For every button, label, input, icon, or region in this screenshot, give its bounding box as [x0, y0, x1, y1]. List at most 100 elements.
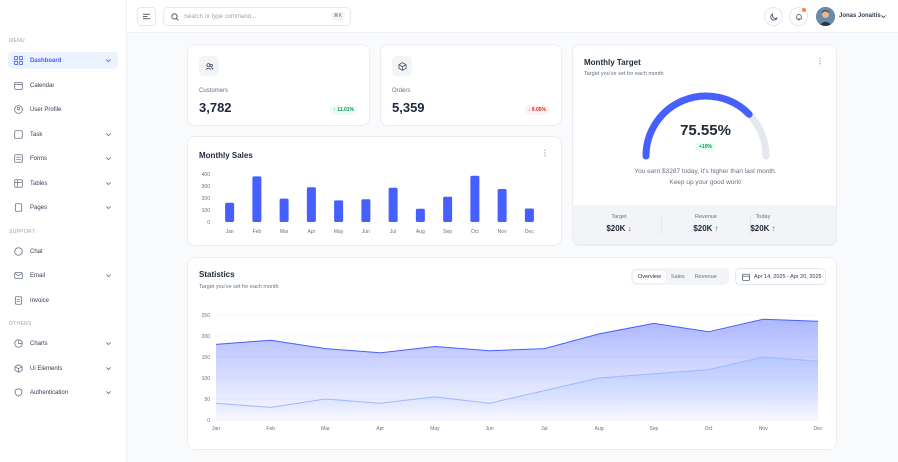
series-area	[216, 357, 818, 420]
x-tick-label: Jul	[390, 229, 396, 235]
x-tick-label: Jan	[226, 229, 234, 235]
sidebar-item-charts[interactable]: Charts	[8, 335, 118, 352]
sidebar-item-label: Authentication	[30, 389, 69, 396]
x-tick-label: Jun	[486, 426, 494, 432]
orders-card: Orders 5,359 ↓ 9.05%	[380, 44, 562, 126]
top-header: ⌘K Jonas Jonaitis	[127, 0, 898, 33]
sidebar-item-tables[interactable]: Tables	[8, 175, 118, 192]
table-icon	[14, 179, 23, 188]
sidebar-toggle-button[interactable]	[137, 7, 156, 26]
y-tick-label: 200	[202, 196, 211, 202]
today-stat: Today $20K ↑	[733, 214, 793, 233]
date-range-picker[interactable]: Apr 14, 2025 - Apr 20, 2025	[735, 268, 826, 285]
sidebar-item-label: Ui Elements	[30, 365, 63, 372]
x-tick-label: Jul	[541, 426, 547, 432]
x-tick-label: Mar	[280, 229, 289, 235]
sidebar-item-label: User Profile	[30, 106, 62, 113]
chevron-down-icon[interactable]	[880, 13, 887, 20]
card-title: Monthly Sales	[199, 151, 253, 160]
monthly-sales-chart: 0 100 200 300 400 Jan Feb Mar Apr May Jun Jul Aug Sep…	[202, 172, 535, 235]
users-icon	[199, 56, 219, 76]
tab-revenue[interactable]: Revenue	[694, 273, 717, 280]
bar	[279, 198, 289, 222]
menu-heading: MENU	[9, 38, 25, 44]
bar	[415, 208, 425, 222]
x-tick-label: Jan	[212, 426, 220, 432]
y-tick-label: 0	[207, 418, 210, 424]
y-tick-label: 250	[202, 313, 211, 319]
chart-icon	[14, 339, 23, 348]
notifications-button[interactable]	[789, 7, 808, 26]
sidebar: MENU Dashboard Calendar User Profile Tas…	[0, 0, 127, 462]
stat-value: $20K	[693, 224, 713, 233]
x-tick-label: Sep	[649, 426, 658, 432]
x-tick-label: May	[430, 426, 440, 432]
x-tick-label: Sep	[443, 229, 452, 235]
cube-icon	[14, 364, 23, 373]
sidebar-item-email[interactable]: Email	[8, 267, 118, 284]
invoice-icon	[14, 296, 23, 305]
user-icon	[14, 105, 23, 114]
search-input[interactable]	[184, 13, 324, 20]
sidebar-item-label: Charts	[30, 340, 48, 347]
target-stat: Target $20K ↓	[589, 214, 649, 233]
sidebar-item-pages[interactable]: Pages	[8, 199, 118, 216]
shortcut-badge: ⌘K	[330, 12, 345, 20]
bar	[361, 199, 371, 222]
sidebar-item-invoice[interactable]: Invoice	[8, 292, 118, 309]
sidebar-item-authentication[interactable]: Authentication	[8, 384, 118, 401]
tab-overview[interactable]: Overview	[633, 270, 666, 283]
sidebar-item-calendar[interactable]: Calendar	[8, 77, 118, 94]
pages-icon	[14, 203, 23, 212]
bar	[470, 175, 480, 222]
x-tick-label: Oct	[705, 426, 713, 432]
revenue-stat: Revenue $20K ↑	[676, 214, 736, 233]
sidebar-item-chat[interactable]: Chat	[8, 243, 118, 260]
more-icon[interactable]	[816, 57, 824, 65]
gauge-fill	[642, 92, 753, 160]
statistics-chart: 0 50 100 150 200 250 Jan Feb Mar Apr May Jun Jul Aug S…	[202, 313, 823, 432]
more-icon[interactable]	[541, 149, 549, 157]
statistics-card: Statistics Target you've set for each mo…	[187, 257, 837, 450]
bar	[252, 176, 262, 222]
x-tick-label: Dec	[525, 229, 534, 235]
chat-icon	[14, 247, 23, 256]
sidebar-item-user-profile[interactable]: User Profile	[8, 101, 118, 118]
sidebar-item-label: Task	[30, 131, 43, 138]
x-tick-label: Oct	[471, 229, 479, 235]
sidebar-item-dashboard[interactable]: Dashboard	[8, 52, 118, 69]
tab-sales[interactable]: Sales	[670, 273, 685, 280]
task-icon	[14, 130, 23, 139]
customers-card: Customers 3,782 ↑ 11.01%	[187, 44, 370, 126]
y-tick-label: 400	[202, 172, 211, 178]
x-tick-label: Aug	[416, 229, 425, 235]
menu-icon	[142, 13, 151, 20]
x-tick-label: Feb	[266, 426, 275, 432]
user-name[interactable]: Jonas Jonaitis	[839, 13, 881, 19]
sidebar-item-label: Calendar	[30, 82, 55, 89]
chevron-down-icon	[106, 206, 111, 210]
sidebar-item-label: Forms	[30, 155, 47, 162]
sidebar-item-label: Dashboard	[30, 57, 62, 64]
avatar[interactable]	[816, 7, 835, 26]
sidebar-item-ui-elements[interactable]: Ui Elements	[8, 360, 118, 377]
bar	[306, 187, 316, 222]
statistics-tabs: Overview Sales Revenue	[631, 268, 729, 285]
x-tick-label: Aug	[595, 426, 604, 432]
chevron-down-icon	[106, 342, 111, 346]
target-delta-badge: +10%	[695, 142, 716, 152]
theme-toggle-button[interactable]	[764, 7, 783, 26]
bar	[334, 200, 344, 222]
x-tick-label: Dec	[814, 426, 823, 432]
card-title: Monthly Target	[584, 58, 641, 67]
y-tick-label: 100	[202, 208, 211, 214]
notification-dot	[802, 8, 806, 12]
stat-label: Revenue	[694, 214, 718, 220]
monthly-sales-card: Monthly Sales 0 100 200 300 400 Jan Feb Mar Apr M…	[187, 136, 562, 246]
sidebar-item-forms[interactable]: Forms	[8, 150, 118, 167]
card-subtitle: Target you've set for each month	[199, 284, 279, 290]
sidebar-item-task[interactable]: Task	[8, 126, 118, 143]
shield-icon	[14, 388, 23, 397]
x-tick-label: May	[334, 229, 344, 235]
arrow-up-icon: ↑	[771, 224, 776, 233]
